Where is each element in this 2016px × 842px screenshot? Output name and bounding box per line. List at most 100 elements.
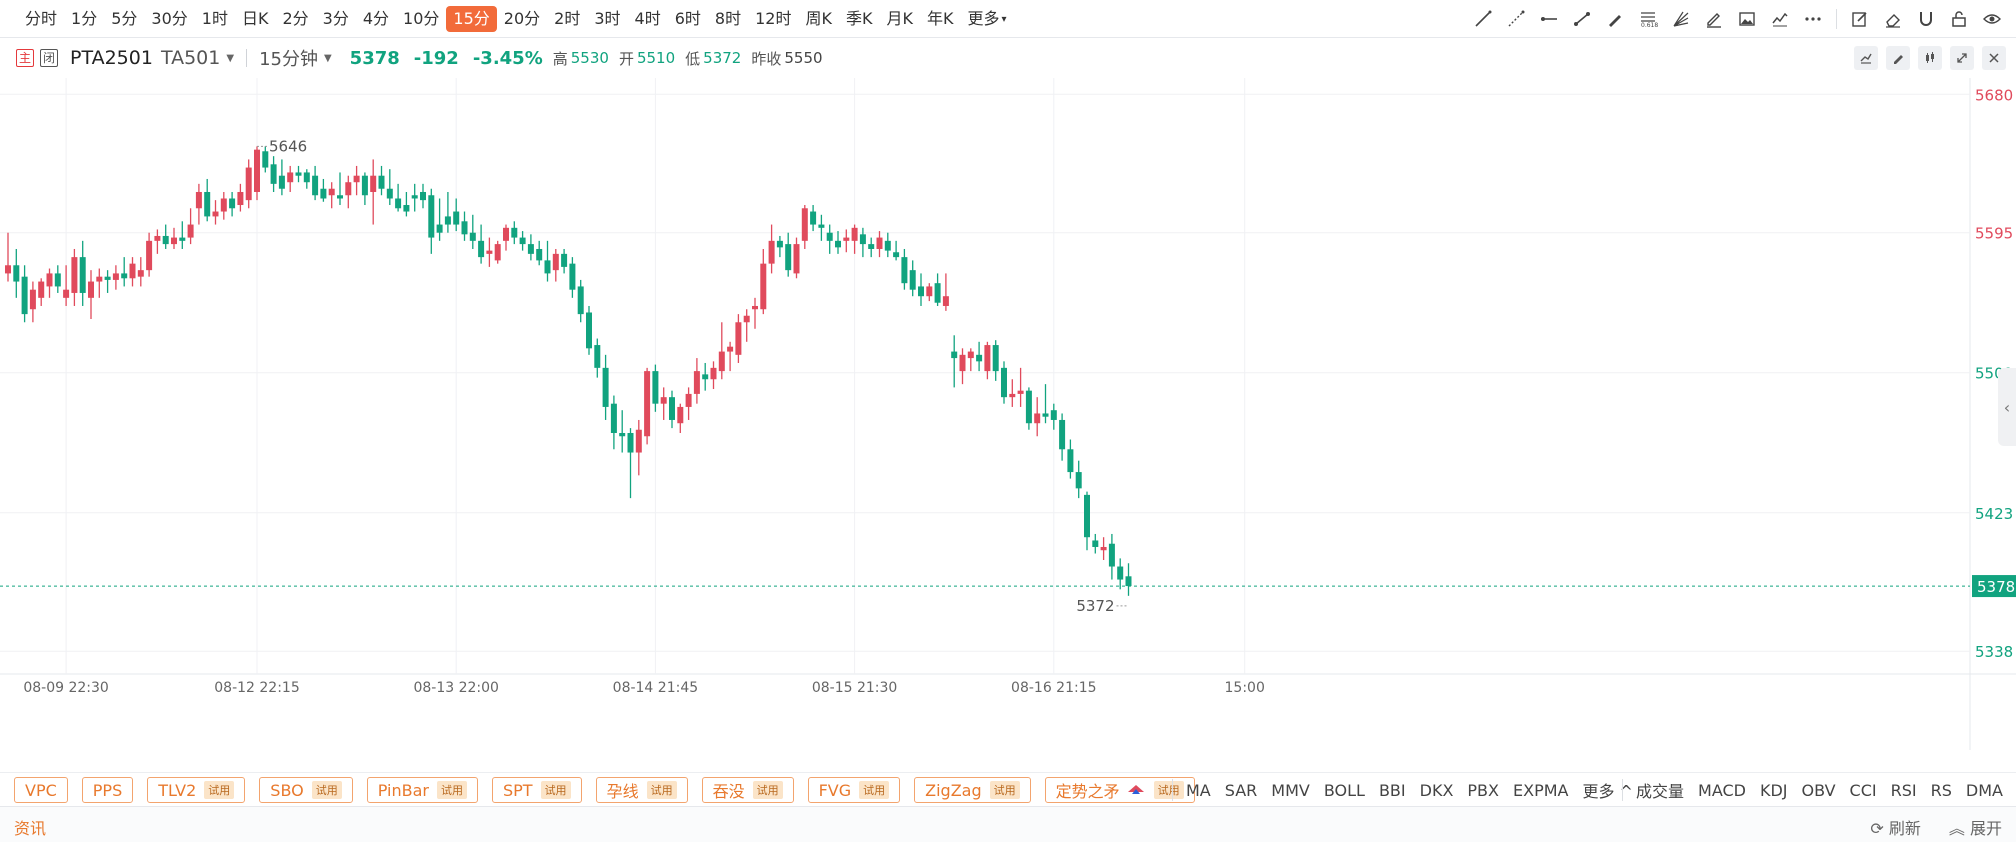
candle-body — [13, 265, 20, 282]
addon-indicator-chip[interactable]: 定势之矛 试用 — [1044, 777, 1195, 803]
more-dots-icon[interactable] — [1803, 9, 1823, 29]
trend-line-icon[interactable] — [1473, 9, 1493, 29]
ray-line-icon[interactable] — [1506, 9, 1526, 29]
chart-type-icon[interactable] — [1854, 46, 1878, 70]
candle-body — [328, 188, 335, 196]
addon-indicator-chip[interactable]: TLV2 试用 — [147, 777, 246, 803]
sub-indicator-tab[interactable]: DMA — [1965, 780, 2003, 800]
main-indicator-tab[interactable]: DKX — [1419, 780, 1454, 800]
candle-body — [859, 234, 866, 245]
addon-indicator-chip[interactable]: VPC — [14, 777, 68, 803]
candle-body — [262, 151, 269, 168]
segment-line-icon[interactable] — [1572, 9, 1592, 29]
expand-button[interactable]: ︽ 展开 — [1948, 819, 2002, 838]
main-indicator-tab[interactable]: MA — [1186, 780, 1211, 800]
period-tab[interactable]: 8时 — [714, 9, 742, 28]
high-annotation: 5646 — [269, 137, 307, 155]
interval-dropdown-icon[interactable]: ▼ — [323, 52, 332, 64]
period-toolbar: 分时 1分 5分 30分 1时 日K 2分 3分 4分 10分 15分 20分 2时 3时 4时 6时 8时 12… — [0, 0, 2016, 38]
sub-indicator-tab[interactable]: 成交量 — [1636, 782, 1685, 801]
period-tab[interactable]: 12时 — [755, 9, 792, 28]
period-tab[interactable]: 分时 — [25, 9, 58, 28]
period-tab[interactable]: 月K — [886, 9, 913, 28]
period-tab[interactable]: 30分 — [151, 9, 188, 28]
brush-icon[interactable] — [1605, 9, 1625, 29]
pencil-icon[interactable] — [1704, 9, 1724, 29]
current-price-box — [1972, 575, 2016, 598]
period-tab[interactable]: 10分 — [403, 9, 440, 28]
draw-pen-icon[interactable] — [1886, 46, 1910, 70]
kline-chart[interactable]: 5680 5595 5509 5423 5338 08-09 22:30 08-12 22:… — [0, 78, 2016, 750]
candle-body — [146, 240, 153, 271]
sub-indicator-tab[interactable]: MACD — [1698, 780, 1746, 800]
main-indicator-tab[interactable]: PBX — [1467, 780, 1499, 800]
period-tab[interactable]: 20分 — [503, 9, 541, 28]
period-tab[interactable]: 2时 — [554, 9, 581, 28]
sub-indicator-tab[interactable]: CCI — [1849, 780, 1877, 800]
symbol-code[interactable]: TA501 — [160, 47, 221, 69]
lock-icon[interactable] — [1949, 9, 1969, 29]
addon-indicator-chip[interactable]: SBO 试用 — [259, 777, 353, 803]
news-tab[interactable]: 资讯 — [14, 819, 47, 838]
fullscreen-icon[interactable] — [1950, 46, 1974, 70]
eraser-icon[interactable] — [1883, 9, 1903, 29]
main-indicator-tab[interactable]: MMV — [1271, 780, 1310, 800]
sub-indicator-tab[interactable]: RSI — [1890, 780, 1917, 800]
drawing-tools: 0.618 — [1473, 0, 2002, 38]
addon-indicator-chip[interactable]: PPS — [81, 777, 134, 803]
refresh-button[interactable]: ⟳ 刷新 — [1870, 819, 1921, 838]
close-icon[interactable] — [1982, 46, 2006, 70]
interval-selector[interactable]: 15分钟 — [259, 49, 318, 70]
main-indicator-tab[interactable]: BOLL — [1323, 780, 1365, 800]
main-indicator-tab[interactable]: EXPMA — [1513, 780, 1569, 800]
sub-indicator-tab[interactable]: OBV — [1801, 780, 1836, 800]
pattern-icon[interactable] — [1770, 9, 1790, 29]
note-edit-icon[interactable] — [1850, 9, 1870, 29]
period-tab[interactable]: 更多 ▾ — [967, 9, 1007, 28]
period-tab[interactable]: 年K — [926, 9, 954, 28]
addon-indicator-chip[interactable]: 孕线 试用 — [595, 777, 688, 803]
sub-indicator-tab[interactable]: 更多 — [2010, 778, 2016, 802]
main-indicator-tab[interactable]: BBI — [1378, 780, 1406, 800]
addon-label: FVG — [818, 780, 852, 800]
period-tab[interactable]: 5分 — [111, 9, 138, 28]
period-tab[interactable]: 15分 — [446, 6, 497, 32]
candle-style-icon[interactable] — [1918, 46, 1942, 70]
gann-fan-icon[interactable] — [1671, 9, 1691, 29]
period-tab[interactable]: 4分 — [362, 9, 390, 28]
candle-body — [652, 371, 659, 404]
symbol-dropdown-icon[interactable]: ▼ — [226, 52, 235, 64]
addon-indicator-chip[interactable]: 吞没 试用 — [701, 777, 794, 803]
addon-indicator-chip[interactable]: FVG 试用 — [807, 777, 901, 803]
image-icon[interactable] — [1737, 9, 1757, 29]
fibonacci-icon[interactable]: 0.618 — [1638, 9, 1658, 29]
addon-indicator-chip[interactable]: SPT 试用 — [491, 777, 582, 803]
candle-body — [54, 273, 61, 287]
candle-body — [436, 224, 443, 233]
period-tab[interactable]: 6时 — [674, 9, 701, 28]
candle-body — [220, 198, 227, 212]
magnet-icon[interactable] — [1916, 9, 1936, 29]
horizontal-line-icon[interactable] — [1539, 9, 1559, 29]
main-indicator-tab[interactable]: 更多 ^ — [1582, 782, 1633, 801]
period-tab[interactable]: 3分 — [322, 9, 349, 28]
candle-body — [710, 367, 717, 380]
eye-icon[interactable] — [1982, 9, 2002, 29]
addon-indicator-chip[interactable]: PinBar 试用 — [366, 777, 478, 803]
last-price: 5378 — [349, 47, 400, 69]
period-tab[interactable]: 4时 — [634, 9, 661, 28]
period-tab[interactable]: 日K — [241, 9, 269, 28]
period-tab[interactable]: 2分 — [282, 9, 309, 28]
sub-indicator-tab[interactable]: KDJ — [1759, 780, 1788, 800]
sub-indicator-tab[interactable]: RS — [1930, 780, 1952, 800]
period-tab[interactable]: 1时 — [201, 9, 228, 28]
symbol-name[interactable]: PTA2501 — [70, 47, 153, 69]
side-panel-toggle-icon[interactable]: ‹ — [1998, 368, 2016, 446]
addon-indicator-chip[interactable]: ZigZag 试用 — [914, 777, 1031, 803]
period-tab[interactable]: 1分 — [71, 9, 98, 28]
period-tab[interactable]: 季K — [845, 9, 873, 28]
period-tab[interactable]: 3时 — [594, 9, 621, 28]
main-indicator-tab[interactable]: SAR — [1224, 780, 1258, 800]
period-tab[interactable]: 周K — [805, 9, 832, 28]
